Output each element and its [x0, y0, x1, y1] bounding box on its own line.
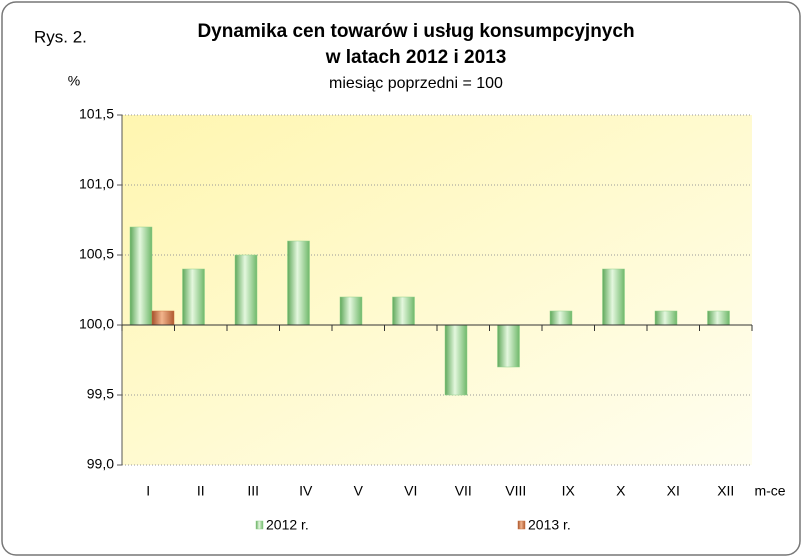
bar [444, 324, 468, 396]
plot-area [122, 115, 752, 465]
bar [602, 268, 625, 326]
x-tick-label: VII [455, 483, 472, 499]
y-axis-label: % [68, 73, 80, 89]
chart-title: w latach 2012 i 2013 [325, 47, 507, 68]
x-tick-label: VI [404, 483, 417, 499]
x-tick-label: XII [717, 483, 734, 499]
bar [129, 226, 153, 326]
x-tick-label: VIII [505, 483, 526, 499]
legend-label: 2012 r. [266, 517, 309, 533]
bar [392, 296, 415, 326]
figure-label: Rys. 2. [34, 27, 87, 46]
bar [707, 310, 730, 326]
x-tick-label: XI [667, 483, 680, 499]
legend-swatch [517, 520, 526, 530]
bar [182, 268, 205, 326]
x-tick-label: IX [562, 483, 576, 499]
x-tick-label: III [247, 483, 259, 499]
bar [339, 296, 363, 326]
bar [654, 310, 678, 326]
legend-label: 2013 r. [528, 517, 571, 533]
bar [151, 310, 175, 326]
y-tick-label: 99,5 [87, 386, 114, 402]
x-tick-label: V [354, 483, 364, 499]
y-tick-label: 100,0 [79, 316, 114, 332]
bar [287, 240, 310, 326]
x-tick-label: IV [299, 483, 313, 499]
bar [549, 310, 573, 326]
bar [497, 324, 520, 368]
chart-title: Dynamika cen towarów i usług konsumpcyjn… [197, 21, 634, 42]
x-axis-label: m-ce [754, 483, 785, 499]
x-tick-label: I [146, 483, 150, 499]
y-tick-label: 100,5 [79, 246, 114, 262]
x-tick-label: X [616, 483, 626, 499]
chart-subtitle: miesiąc poprzedni = 100 [329, 75, 503, 92]
legend-swatch [255, 520, 264, 530]
y-tick-label: 101,0 [79, 176, 114, 192]
x-tick-label: II [197, 483, 205, 499]
y-tick-label: 101,5 [79, 106, 114, 122]
y-tick-label: 99,0 [87, 456, 114, 472]
bar [234, 254, 258, 326]
